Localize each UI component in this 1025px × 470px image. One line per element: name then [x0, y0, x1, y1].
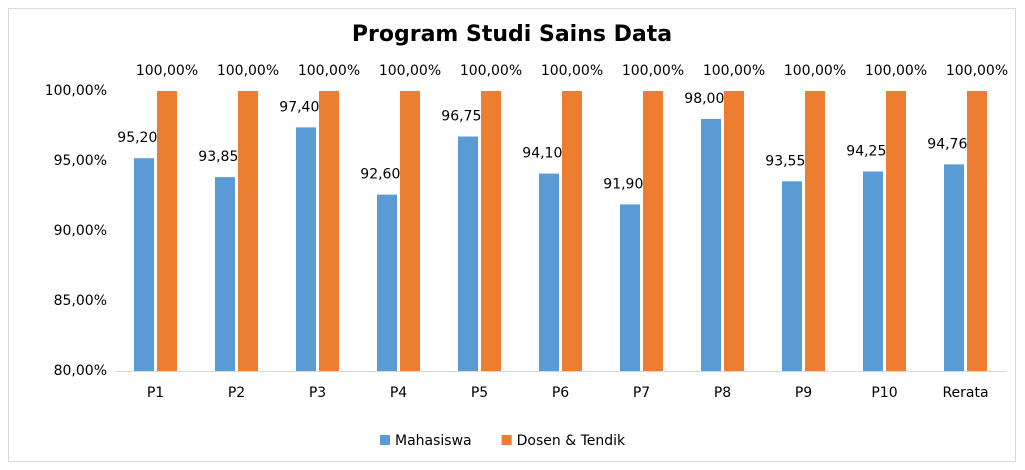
x-tick-label: Rerata — [942, 385, 988, 401]
bar — [701, 119, 721, 371]
bar — [724, 91, 744, 371]
x-tick-label: P7 — [633, 385, 650, 401]
x-tick-label: P2 — [228, 385, 245, 401]
bar — [238, 91, 258, 371]
bar — [481, 91, 501, 371]
bar — [562, 91, 582, 371]
data-label: 100,00% — [946, 63, 1008, 79]
legend-swatch — [501, 435, 512, 445]
bar — [377, 194, 397, 371]
bar — [319, 91, 339, 371]
y-tick-label: 85,00% — [54, 293, 107, 309]
data-label: 100,00% — [784, 63, 846, 79]
x-tick-label: P9 — [795, 385, 812, 401]
bar — [539, 173, 559, 371]
bar — [296, 127, 316, 372]
x-tick-label: P8 — [714, 385, 731, 401]
bar — [886, 91, 906, 371]
bar — [400, 91, 420, 371]
data-label: 100,00% — [298, 63, 360, 79]
x-tick-label: P1 — [147, 385, 164, 401]
bar — [215, 177, 235, 371]
bar — [643, 91, 663, 371]
bar — [944, 164, 964, 371]
legend-label: Mahasiswa — [395, 433, 472, 449]
bar — [863, 171, 883, 371]
legend-swatch — [380, 435, 390, 445]
bar — [620, 204, 640, 371]
data-label: 100,00% — [379, 63, 441, 79]
x-tick-label: P5 — [471, 385, 488, 401]
chart-title: Program Studi Sains Data — [352, 22, 672, 47]
y-tick-label: 80,00% — [54, 363, 107, 379]
y-tick-label: 90,00% — [54, 223, 107, 239]
bar — [157, 91, 177, 371]
data-label: 100,00% — [460, 63, 522, 79]
x-tick-label: P4 — [390, 385, 407, 401]
data-label: 100,00% — [865, 63, 927, 79]
bar — [458, 136, 478, 371]
bar — [782, 181, 802, 371]
data-label: 100,00% — [541, 63, 603, 79]
y-tick-label: 100,00% — [45, 83, 107, 99]
legend-label: Dosen & Tendik — [517, 433, 626, 449]
x-tick-label: P6 — [552, 385, 569, 401]
y-tick-label: 95,00% — [54, 153, 107, 169]
bar — [805, 91, 825, 371]
data-label: 100,00% — [136, 63, 198, 79]
bar — [967, 91, 987, 371]
x-tick-label: P10 — [871, 385, 897, 401]
bar — [134, 158, 154, 371]
data-label: 100,00% — [622, 63, 684, 79]
data-label: 100,00% — [703, 63, 765, 79]
data-label: 100,00% — [217, 63, 279, 79]
x-tick-label: P3 — [309, 385, 326, 401]
